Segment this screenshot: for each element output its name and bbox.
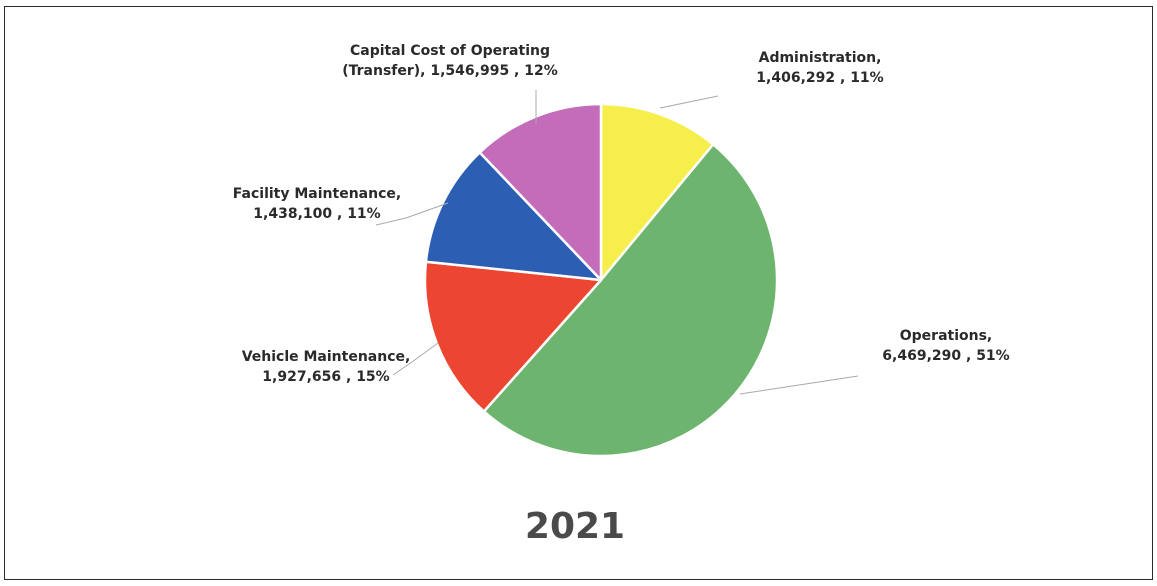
leader-line [375,202,449,226]
data-label-line: 1,406,292 , 11% [756,70,883,86]
data-label: Operations, 6,469,290 , 51% [882,328,1009,364]
data-label-line: Administration, [759,50,882,66]
data-label-line: 6,469,290 , 51% [882,348,1009,364]
pie-slice-administration [599,102,715,282]
leader-line [659,95,719,109]
pie-slice-operations [482,143,779,458]
data-label: Facility Maintenance, 1,438,100 , 11% [233,186,401,222]
data-label-line: Operations, [900,328,993,344]
data-label: Capital Cost of Operating (Transfer), 1,5… [342,43,558,79]
leader-line [739,375,859,395]
data-label-line: Capital Cost of Operating [350,43,550,59]
leader-line [392,342,439,376]
data-label-line: Facility Maintenance, [233,186,401,202]
leader-lines [375,90,859,395]
data-label: Administration, 1,406,292 , 11% [756,50,883,86]
data-label: Vehicle Maintenance, 1,927,656 , 15% [242,349,411,385]
chart-title: 2021 [525,506,625,547]
pie-slices [423,102,779,458]
data-label-line: (Transfer), 1,546,995 , 12% [342,63,558,79]
data-label-line: 1,927,656 , 15% [262,369,389,385]
pie-slice-facility-maintenance [424,151,603,282]
data-labels: Administration, 1,406,292 , 11% Operations… [233,43,1010,385]
data-label-line: Vehicle Maintenance, [242,349,411,365]
data-label-line: 1,438,100 , 11% [253,206,380,222]
